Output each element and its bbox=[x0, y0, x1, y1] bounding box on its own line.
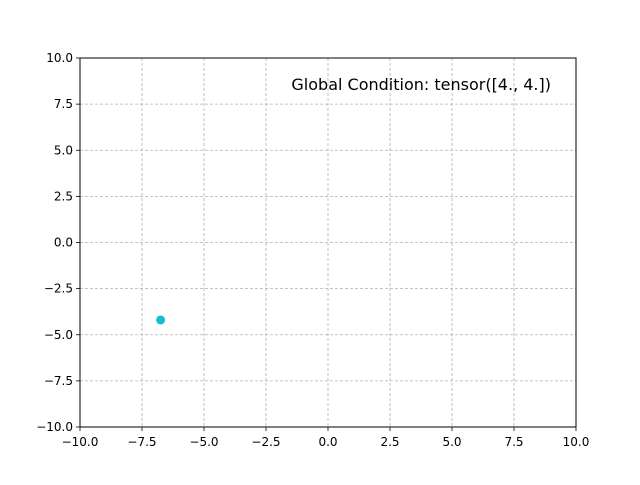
x-tick-label: 10.0 bbox=[563, 435, 590, 449]
y-tick-label: −5.0 bbox=[44, 328, 73, 342]
grid bbox=[79, 57, 577, 428]
x-tick-label: −2.5 bbox=[251, 435, 280, 449]
y-tick-label: 5.0 bbox=[54, 143, 73, 157]
x-tick-label: 7.5 bbox=[504, 435, 523, 449]
y-tick-label: −7.5 bbox=[44, 374, 73, 388]
x-tick-label: −7.5 bbox=[127, 435, 156, 449]
y-tick-label: 7.5 bbox=[54, 97, 73, 111]
x-tick-label: 5.0 bbox=[442, 435, 461, 449]
x-tick-label: −10.0 bbox=[62, 435, 99, 449]
x-tick-label: −5.0 bbox=[189, 435, 218, 449]
y-tick-label: 0.0 bbox=[54, 236, 73, 250]
data-points bbox=[156, 315, 166, 325]
x-tick-label: 0.0 bbox=[318, 435, 337, 449]
y-tick-label: 10.0 bbox=[46, 51, 73, 65]
y-tick-label: −10.0 bbox=[36, 420, 73, 434]
y-tick-label: 2.5 bbox=[54, 189, 73, 203]
x-tick-label: 2.5 bbox=[380, 435, 399, 449]
scatter-point bbox=[156, 315, 166, 325]
y-tick-label: −2.5 bbox=[44, 282, 73, 296]
ticks: −10.0 −7.5 −5.0 −2.5 0.0 2.5 5.0 7.5 10.0 −10.0 −7… bbox=[36, 51, 589, 449]
annotation-text: Global Condition: tensor([4., 4.]) bbox=[291, 75, 551, 94]
axes-frame bbox=[79, 57, 577, 428]
